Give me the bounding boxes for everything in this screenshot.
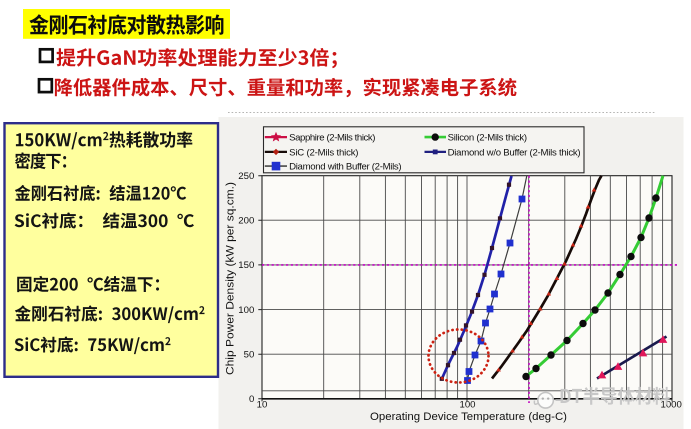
svg-text:50: 50	[244, 349, 255, 360]
svg-text:Silicon (2-Mils thick): Silicon (2-Mils thick)	[448, 133, 527, 144]
svg-text:Diamond with Buffer (2-Mils): Diamond with Buffer (2-Mils)	[289, 162, 402, 173]
svg-text:200: 200	[238, 215, 254, 226]
svg-text:10: 10	[257, 399, 268, 410]
svg-text:250: 250	[238, 171, 254, 182]
svg-text:0: 0	[249, 394, 254, 405]
svg-text:Operating Device Temperature (: Operating Device Temperature (deg-C)	[370, 411, 567, 423]
svg-text:100: 100	[238, 305, 254, 316]
svg-text:150: 150	[238, 260, 254, 271]
svg-text:100: 100	[459, 399, 475, 410]
svg-text:SiC (2-Mils thick): SiC (2-Mils thick)	[289, 147, 358, 158]
svg-text:1000: 1000	[661, 399, 682, 410]
svg-text:Diamond w/o Buffer (2-Mils thi: Diamond w/o Buffer (2-Mils thick)	[448, 147, 581, 158]
svg-text:Sapphire (2-Mils thick): Sapphire (2-Mils thick)	[289, 133, 375, 144]
svg-text:Chip Power Density (kW per sq.: Chip Power Density (kW per sq.cm.)	[225, 182, 237, 375]
